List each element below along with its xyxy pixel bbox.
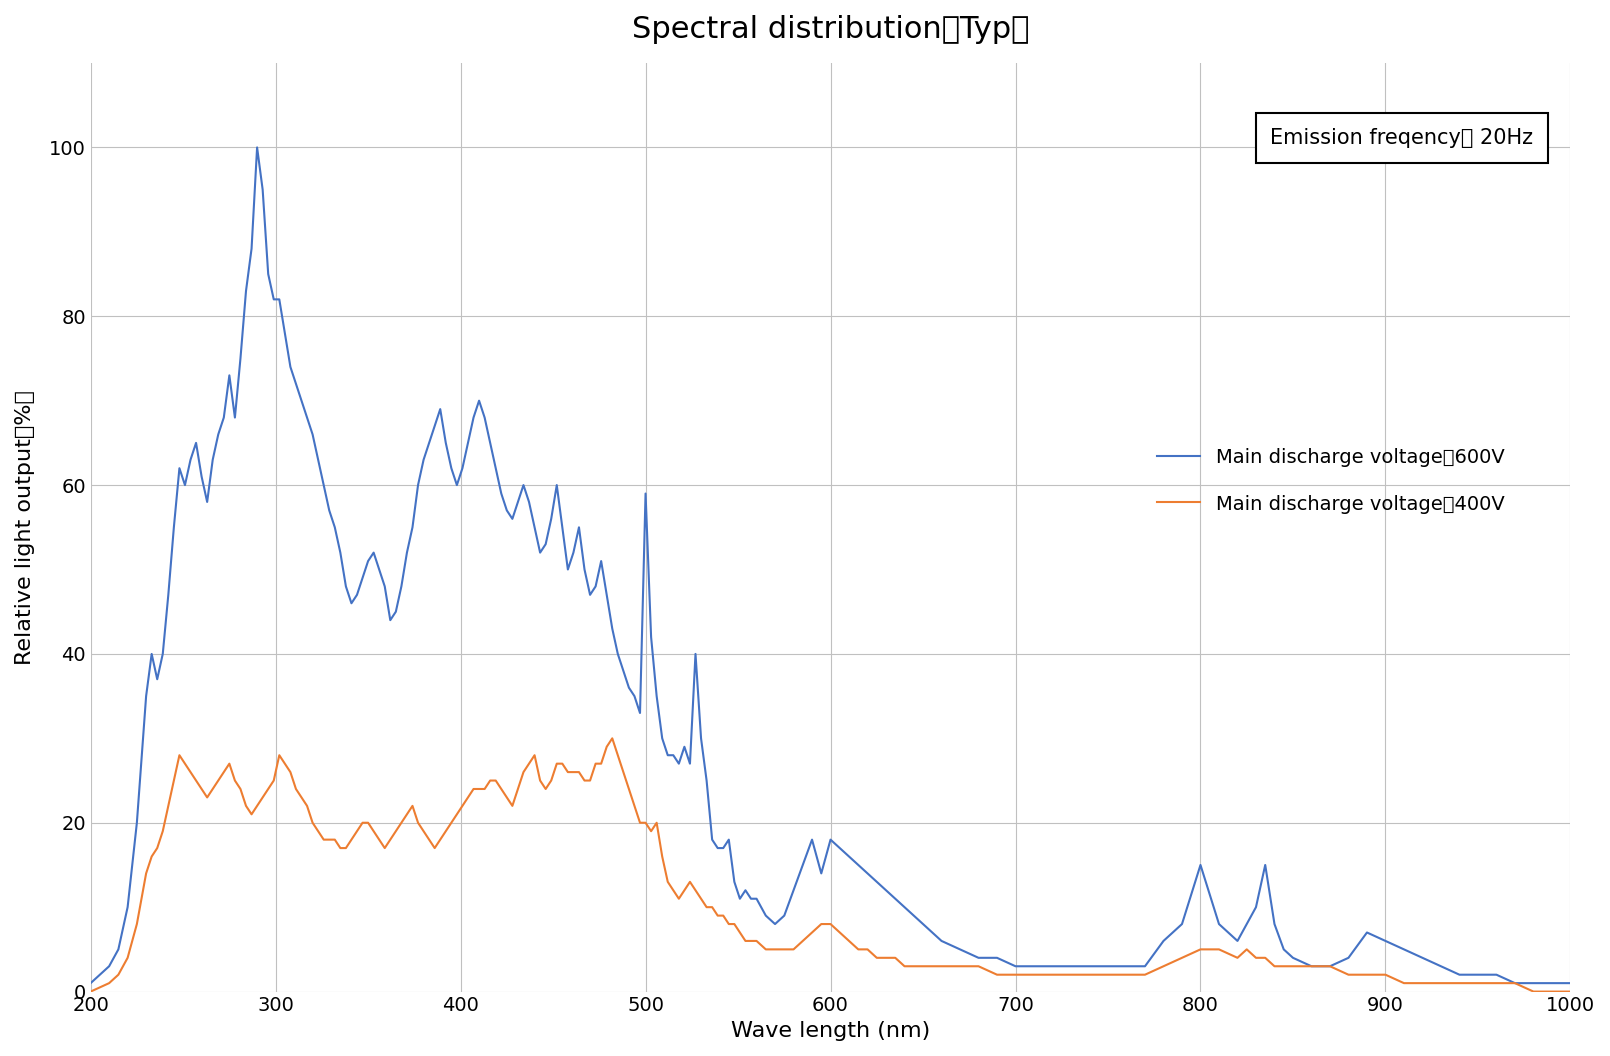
Main discharge voltage：400V [409,816,428,829]
Main discharge voltage：400V [380,833,399,846]
Line: Main discharge voltage：400V: Main discharge voltage：400V [90,738,1570,992]
Main discharge voltage：400V [613,766,633,778]
Text: Emission freqency： 20Hz: Emission freqency： 20Hz [1270,128,1533,148]
X-axis label: Wave length (nm): Wave length (nm) [731,1021,931,1041]
Y-axis label: Relative light output（%）: Relative light output（%） [14,390,35,664]
Main discharge voltage：600V [175,478,195,491]
Main discharge voltage：600V [386,605,406,618]
Main discharge voltage：600V [414,453,433,466]
Title: Spectral distribution（Typ）: Spectral distribution（Typ） [631,15,1029,44]
Main discharge voltage：400V [80,985,100,998]
Main discharge voltage：400V [1560,985,1579,998]
Main discharge voltage：400V [602,732,621,744]
Main discharge voltage：600V [80,977,100,989]
Legend: Main discharge voltage：600V, Main discharge voltage：400V: Main discharge voltage：600V, Main discha… [1138,429,1523,533]
Main discharge voltage：600V [613,664,633,677]
Main discharge voltage：600V [670,757,689,770]
Main discharge voltage：600V [536,538,555,550]
Main discharge voltage：600V [248,142,267,154]
Main discharge voltage：400V [175,757,195,770]
Main discharge voltage：600V [1560,977,1579,989]
Main discharge voltage：400V [530,774,549,787]
Main discharge voltage：400V [670,892,689,905]
Line: Main discharge voltage：600V: Main discharge voltage：600V [90,148,1570,983]
